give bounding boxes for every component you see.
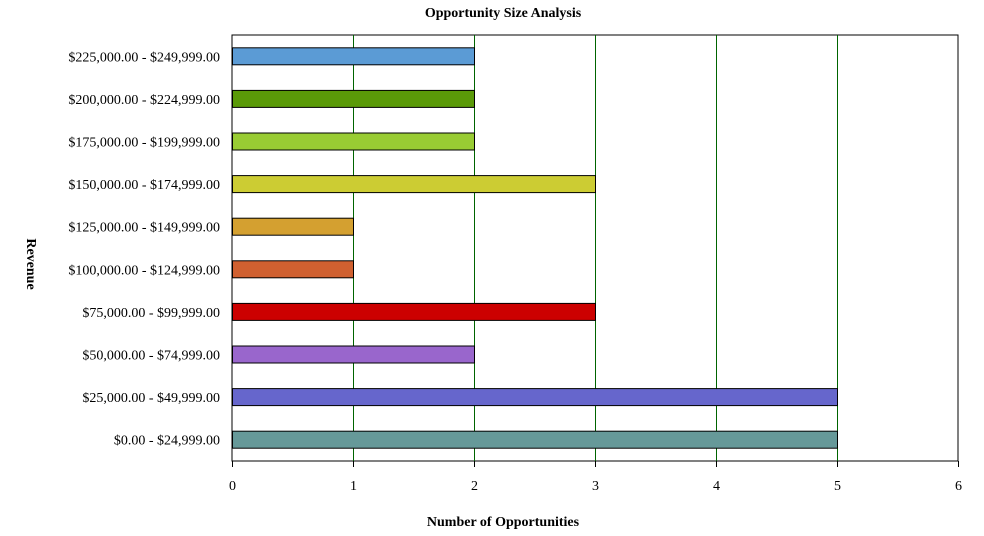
y-axis-title: Revenue <box>23 238 38 289</box>
y-tick-label: $50,000.00 - $74,999.00 <box>82 349 220 364</box>
chart-title: Opportunity Size Analysis <box>425 6 582 21</box>
bar <box>232 388 838 407</box>
x-tick-label: 3 <box>592 479 599 494</box>
x-tick-label: 2 <box>471 479 478 494</box>
bar <box>232 47 475 66</box>
bar <box>232 217 354 236</box>
x-tick-label: 0 <box>229 479 236 494</box>
bar <box>232 132 475 151</box>
bar <box>232 260 354 279</box>
bar <box>232 302 596 321</box>
x-axis-title: Number of Opportunities <box>427 515 580 530</box>
y-tick-label: $150,000.00 - $174,999.00 <box>68 178 220 193</box>
y-tick-label: $100,000.00 - $124,999.00 <box>68 263 220 278</box>
y-tick-label: $200,000.00 - $224,999.00 <box>68 93 220 108</box>
x-tick-label: 1 <box>350 479 357 494</box>
x-tick-label: 5 <box>834 479 841 494</box>
y-tick-label: $75,000.00 - $99,999.00 <box>82 306 220 321</box>
y-tick-label: $225,000.00 - $249,999.00 <box>68 50 220 65</box>
y-tick-label: $25,000.00 - $49,999.00 <box>82 391 220 406</box>
bar <box>232 89 475 108</box>
x-tick-label: 6 <box>955 479 962 494</box>
bar <box>232 175 596 194</box>
bar <box>232 430 838 449</box>
bar <box>232 345 475 364</box>
x-tick-label: 4 <box>713 479 720 494</box>
y-tick-label: $175,000.00 - $199,999.00 <box>68 136 220 151</box>
y-tick-label: $125,000.00 - $149,999.00 <box>68 221 220 236</box>
y-tick-label: $0.00 - $24,999.00 <box>114 434 220 449</box>
plot-area: $225,000.00 - $249,999.00 $200,000.00 - $… <box>68 34 962 494</box>
